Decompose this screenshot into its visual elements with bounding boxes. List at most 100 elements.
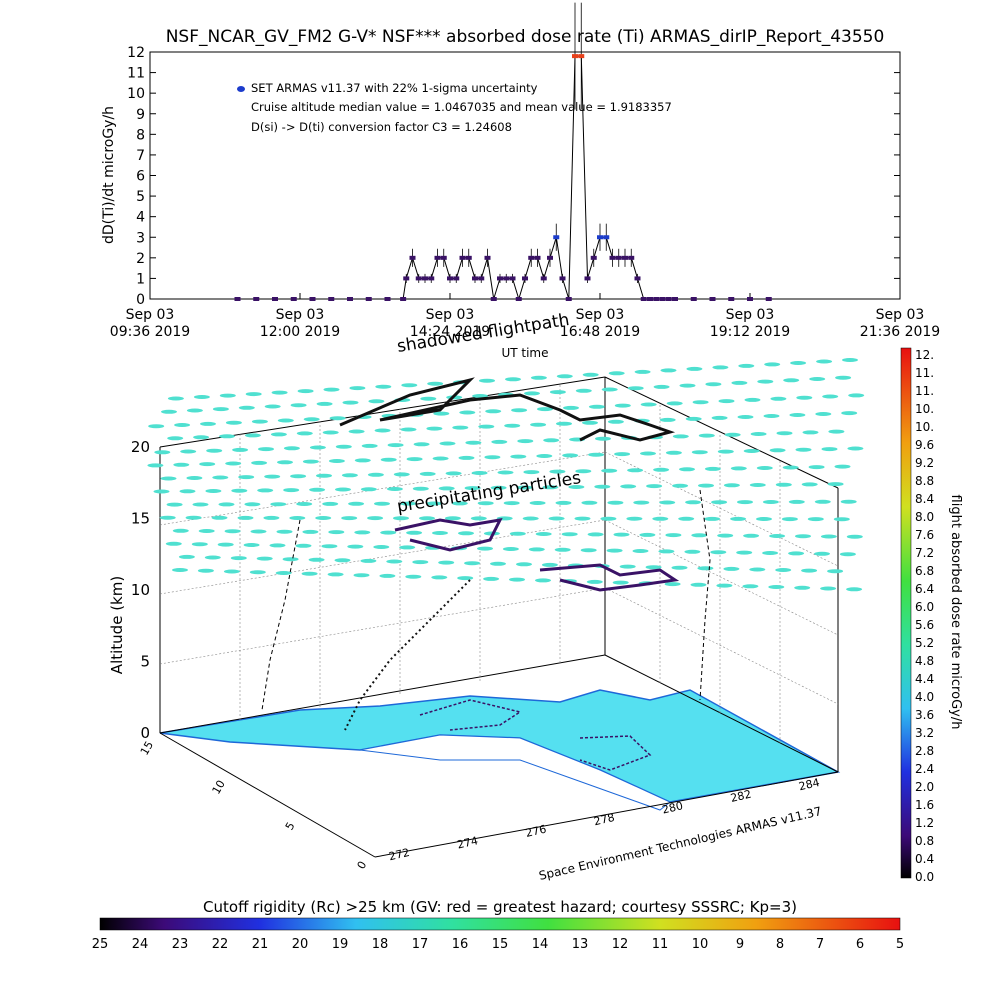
particle-dash	[199, 462, 216, 467]
particle-dash	[289, 516, 306, 520]
figure-title: NSF_NCAR_GV_FM2 G-V* NSF*** absorbed dos…	[166, 27, 885, 47]
particle-dash	[801, 568, 818, 573]
particle-dash	[794, 585, 811, 590]
data-point	[522, 276, 528, 281]
rigidity-tick-label: 25	[92, 937, 109, 952]
particle-dash	[245, 392, 262, 397]
particle-dash	[477, 546, 493, 551]
particle-dash	[749, 483, 766, 487]
particle-dash	[613, 532, 630, 537]
particle-dash	[393, 516, 409, 521]
particle-dash	[225, 461, 242, 466]
particle-dash	[595, 436, 611, 441]
particle-dash	[444, 516, 461, 521]
particle-dash	[505, 377, 521, 382]
particle-dash	[736, 550, 753, 555]
particle-dash	[841, 411, 858, 416]
particle-dash	[795, 447, 812, 452]
rigidity-tick-label: 9	[736, 937, 744, 952]
particle-dash	[640, 451, 656, 456]
particle-dash	[775, 568, 792, 572]
particle-dash	[174, 423, 191, 427]
colorbar-ticks: 12. 11. 11. 10. 10. 9.6 9.2 8.8 8.4 8.0 7.6 7.2 6.8 6…	[915, 348, 934, 884]
rigidity-tick-label: 17	[412, 937, 429, 952]
colorbar-tick-label: 4.4	[915, 672, 934, 686]
particle-dash	[433, 411, 450, 416]
particle-dash	[406, 457, 423, 462]
colorbar-tick-label: 9.6	[915, 438, 934, 452]
particle-dash	[264, 404, 281, 409]
particle-dash	[238, 405, 255, 410]
data-point	[609, 255, 616, 260]
longitude-tick-label: 272	[388, 846, 411, 863]
particle-dash	[718, 399, 735, 404]
particle-dash	[341, 473, 358, 478]
particle-dash	[249, 570, 266, 575]
data-point	[409, 255, 416, 260]
particle-dash	[646, 484, 663, 489]
rigidity-tick-label: 8	[776, 937, 784, 952]
particle-dash	[271, 390, 288, 395]
longitude-tick-label: 278	[593, 811, 616, 828]
particle-dash	[470, 516, 487, 521]
particle-dash	[634, 369, 651, 374]
particle-dash	[237, 515, 254, 520]
data-point	[272, 297, 278, 301]
particle-dash	[782, 465, 799, 470]
particle-dash	[612, 580, 629, 585]
particle-dash	[848, 393, 865, 398]
particle-dash	[588, 404, 605, 409]
particle-dash	[276, 529, 293, 534]
particle-dash	[690, 582, 707, 587]
particle-dash	[477, 501, 494, 506]
particle-dash	[543, 438, 560, 443]
altitude-axis-ticks: 0 5 10 15 20	[131, 438, 150, 742]
particle-dash	[556, 374, 573, 379]
particle-dash	[665, 450, 682, 455]
particle-dash	[698, 483, 714, 488]
y-tick-label: 5	[136, 189, 145, 205]
particle-dash	[614, 452, 631, 457]
particle-dash	[801, 482, 818, 487]
particle-dash	[679, 383, 696, 388]
particle-dash	[367, 516, 384, 521]
particle-dash	[601, 387, 618, 392]
particle-dash	[334, 558, 351, 563]
particle-dash	[270, 432, 287, 437]
data-point	[565, 297, 572, 301]
particle-dash	[420, 396, 437, 401]
particle-dash	[172, 528, 189, 533]
particle-dash	[730, 466, 747, 471]
particle-dash	[620, 484, 637, 489]
particle-dash	[562, 453, 579, 458]
rigidity-tick-label: 11	[652, 937, 669, 952]
particle-dash	[426, 426, 443, 431]
particle-dash	[582, 420, 598, 425]
rigidity-tick-label: 12	[612, 937, 629, 952]
colorbar-tick-label: 3.2	[915, 726, 934, 740]
particle-dash	[322, 430, 339, 435]
colorbar-gradient	[900, 347, 912, 879]
particle-dash	[686, 366, 703, 371]
particle-dash	[716, 583, 733, 588]
particle-dash	[154, 450, 171, 455]
particle-dash	[484, 455, 501, 460]
particle-dash	[309, 445, 326, 450]
particle-dash	[147, 463, 164, 468]
particle-dash	[671, 565, 688, 570]
particle-dash	[290, 474, 307, 479]
particle-dash	[704, 516, 721, 521]
particle-dash	[277, 460, 293, 465]
particle-dash	[166, 502, 183, 507]
altitude-tick-label: 15	[131, 510, 150, 528]
particle-dash	[205, 489, 222, 493]
particle-dash	[161, 409, 177, 414]
particle-dash	[464, 561, 481, 566]
particle-dash	[192, 502, 209, 507]
particle-dash	[672, 483, 689, 488]
particle-dash	[502, 547, 519, 551]
particle-dash	[822, 394, 839, 399]
footer-credit: Space Environment Technologies ARMAS v11…	[538, 804, 823, 883]
particle-dash	[522, 516, 539, 521]
particle-dash	[427, 381, 444, 386]
